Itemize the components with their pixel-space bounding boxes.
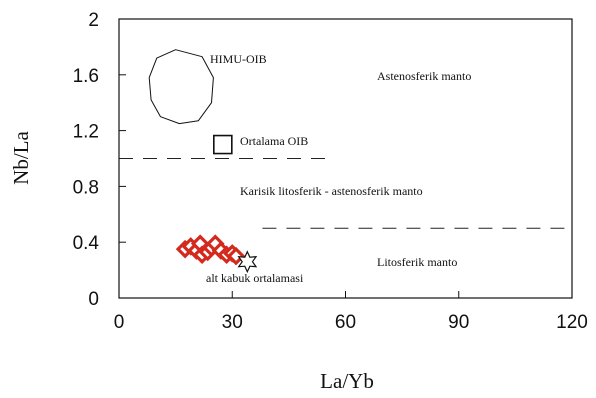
y-tick-label-0.8: 0.8 [73, 177, 99, 198]
x-tick-label-30: 30 [222, 312, 243, 333]
ortalama-oib-label: Ortalama OIB [240, 134, 308, 148]
ortalama-oib-marker [213, 134, 233, 155]
himu-oib-outline [148, 49, 214, 125]
x-axis-title: La/Yb [320, 369, 374, 393]
alt-kabuk-label: alt kabuk ortalamasi [206, 271, 304, 285]
x-tick-label-0: 0 [114, 312, 125, 333]
y-tick-label-2: 2 [88, 10, 99, 31]
region-label-astenosferik-manto: Astenosferik manto [377, 69, 471, 83]
data-point-12 [226, 246, 246, 266]
himu-oib-field [148, 49, 214, 125]
x-tick-label-60: 60 [335, 312, 356, 333]
x-tick-label-90: 90 [448, 312, 469, 333]
y-tick-label-0.4: 0.4 [73, 233, 100, 254]
alt-kabuk-star-marker [237, 250, 258, 274]
region-label-litosferik-manto: Litosferik manto [377, 255, 457, 269]
y-tick-label-0: 0 [88, 289, 99, 310]
y-axis-ticks: 0 0.4 0.8 1.2 1.6 2 [73, 10, 126, 310]
y-tick-label-1.2: 1.2 [73, 122, 99, 143]
region-label-himu-oib: HIMU-OIB [210, 52, 267, 66]
y-tick-label-1.6: 1.6 [73, 66, 99, 87]
reference-markers [213, 134, 258, 274]
x-axis-ticks: 0 30 60 90 120 [114, 291, 588, 333]
region-label-karisik-manto: Karisik litosferik - astenosferik manto [240, 184, 423, 198]
boundary-lines [119, 158, 572, 229]
y-axis-title: Nb/La [9, 131, 33, 185]
x-tick-label-120: 120 [556, 312, 588, 333]
data-points [175, 234, 246, 266]
